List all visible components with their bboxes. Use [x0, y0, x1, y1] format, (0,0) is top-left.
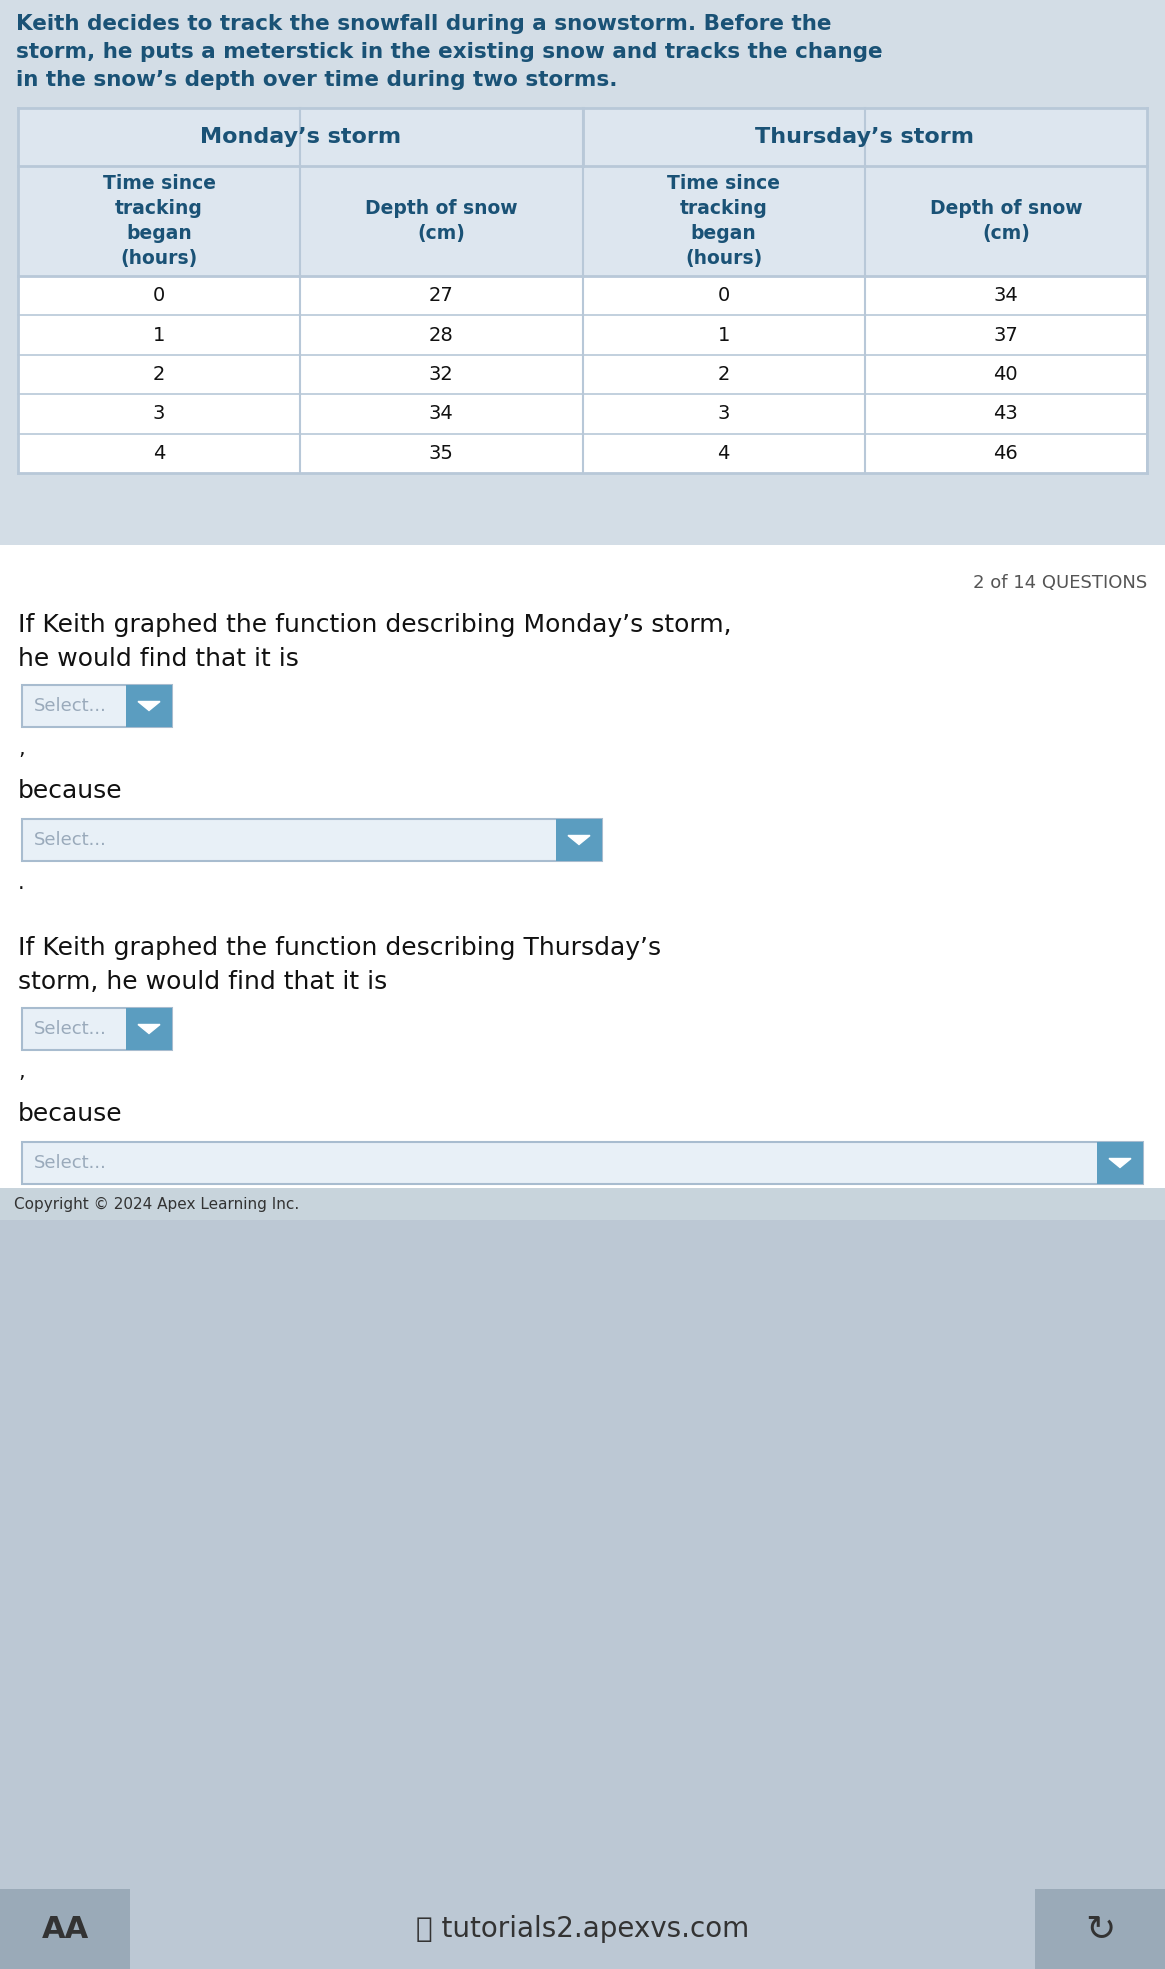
Bar	[19, 315, 1146, 354]
Text: 2: 2	[153, 364, 165, 384]
Text: Keith decides to track the snowfall during a snowstorm. Before the: Keith decides to track the snowfall duri…	[16, 14, 832, 33]
Text: 3: 3	[718, 404, 729, 423]
Bar	[19, 354, 1146, 394]
Bar	[22, 1142, 1143, 1183]
Bar	[19, 276, 1146, 315]
Text: Select...: Select...	[34, 831, 107, 849]
Text: 35: 35	[429, 443, 454, 463]
Text: 2 of 14 QUESTIONS: 2 of 14 QUESTIONS	[973, 575, 1148, 593]
Bar	[0, 1888, 130, 1969]
Text: 2: 2	[718, 364, 729, 384]
Text: 0: 0	[153, 286, 165, 305]
Text: 4: 4	[153, 443, 165, 463]
Bar	[17, 108, 1148, 473]
Text: Time since
tracking
began
(hours): Time since tracking began (hours)	[103, 173, 216, 268]
Text: If Keith graphed the function describing Monday’s storm,: If Keith graphed the function describing…	[17, 612, 732, 638]
Bar	[126, 685, 172, 727]
Text: 0: 0	[718, 286, 729, 305]
Bar	[0, 1221, 1165, 1888]
Text: 3: 3	[153, 404, 165, 423]
Text: AA: AA	[42, 1914, 89, 1943]
Text: 1: 1	[718, 325, 729, 345]
Bar	[301, 165, 582, 276]
Polygon shape	[137, 1024, 160, 1034]
Bar	[556, 819, 602, 860]
Text: If Keith graphed the function describing Thursday’s: If Keith graphed the function describing…	[17, 935, 661, 961]
Polygon shape	[569, 835, 589, 845]
Bar	[126, 1008, 172, 1049]
Bar	[19, 433, 1146, 473]
Polygon shape	[1109, 1158, 1131, 1168]
Text: in the snow’s depth over time during two storms.: in the snow’s depth over time during two…	[16, 71, 617, 91]
Text: Copyright © 2024 Apex Learning Inc.: Copyright © 2024 Apex Learning Inc.	[14, 1197, 299, 1211]
Text: 1: 1	[153, 325, 165, 345]
Text: 27: 27	[429, 286, 453, 305]
Text: ↻: ↻	[1085, 1912, 1115, 1945]
Bar	[17, 108, 582, 165]
Bar	[1035, 1888, 1165, 1969]
Text: .: .	[17, 872, 24, 894]
Text: because: because	[17, 1103, 122, 1126]
Text: ,: ,	[17, 1061, 24, 1083]
Bar	[0, 1888, 1165, 1969]
Bar	[0, 1187, 1165, 1221]
Text: Time since
tracking
began
(hours): Time since tracking began (hours)	[668, 173, 781, 268]
Text: 🔒 tutorials2.apexvs.com: 🔒 tutorials2.apexvs.com	[416, 1916, 749, 1943]
Text: ,: ,	[17, 738, 24, 758]
Text: storm, he puts a meterstick in the existing snow and tracks the change: storm, he puts a meterstick in the exist…	[16, 41, 883, 61]
Bar	[1097, 1142, 1143, 1183]
Text: 46: 46	[994, 443, 1018, 463]
Bar	[22, 819, 602, 860]
Bar	[0, 545, 1165, 1780]
Text: because: because	[17, 780, 122, 803]
Bar	[582, 165, 864, 276]
Text: Monday’s storm: Monday’s storm	[199, 126, 401, 148]
Text: 40: 40	[994, 364, 1018, 384]
Bar	[17, 165, 301, 276]
Bar	[864, 165, 1148, 276]
Text: Depth of snow
(cm): Depth of snow (cm)	[930, 199, 1082, 242]
Text: 4: 4	[718, 443, 729, 463]
Text: 34: 34	[994, 286, 1018, 305]
Text: 37: 37	[994, 325, 1018, 345]
Bar	[582, 108, 1148, 165]
Text: 43: 43	[994, 404, 1018, 423]
Text: Select...: Select...	[34, 1020, 107, 1038]
Text: 28: 28	[429, 325, 453, 345]
Text: 34: 34	[429, 404, 453, 423]
Text: storm, he would find that it is: storm, he would find that it is	[17, 971, 387, 994]
Bar	[0, 95, 1165, 545]
Polygon shape	[137, 701, 160, 711]
Bar	[0, 0, 1165, 95]
Bar	[22, 1008, 172, 1049]
Bar	[19, 108, 1146, 473]
Text: Thursday’s storm: Thursday’s storm	[755, 126, 974, 148]
Bar	[22, 685, 172, 727]
Text: Select...: Select...	[34, 1154, 107, 1172]
Text: 32: 32	[429, 364, 453, 384]
Text: Select...: Select...	[34, 697, 107, 715]
Bar	[19, 394, 1146, 433]
Text: he would find that it is: he would find that it is	[17, 648, 299, 671]
Text: Depth of snow
(cm): Depth of snow (cm)	[365, 199, 517, 242]
